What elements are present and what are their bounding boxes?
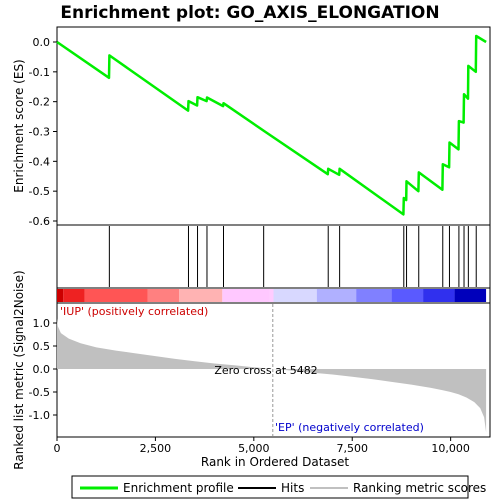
es-y-tick-label: -0.3 (29, 126, 50, 139)
color-bar-cell (423, 289, 455, 302)
zero-cross-annotation: Zero cross at 5482 (214, 364, 317, 377)
metric-y-tick-label: -0.5 (29, 386, 50, 399)
color-bar-cell (222, 289, 270, 302)
color-bar-cell (179, 289, 223, 302)
metric-y-tick-label: -1.0 (29, 409, 50, 422)
x-axis-label: Rank in Ordered Dataset (201, 455, 349, 469)
legend: Enrichment profile Hits Ranking metric s… (71, 475, 486, 499)
color-bar-cell (356, 289, 392, 302)
ranked-metric-panel: Zero cross at 5482 'IUP' (positively cor… (12, 270, 491, 470)
x-tick-label: 0 (54, 442, 61, 455)
color-bar-cell (63, 289, 85, 302)
color-bar-cell (273, 289, 317, 302)
es-y-tick-label: -0.5 (29, 185, 50, 198)
es-y-tick-label: 0.0 (33, 36, 51, 49)
es-y-tick-label: -0.2 (29, 96, 50, 109)
x-tick-label: 10,000 (431, 442, 470, 455)
positive-correlation-annotation: 'IUP' (positively correlated) (60, 305, 208, 318)
hits-panel (56, 224, 491, 289)
color-bar-cell (57, 289, 64, 302)
color-bar-cell (316, 289, 357, 302)
color-bar-cell (147, 289, 180, 302)
metric-y-tick-label: 1.0 (33, 317, 51, 330)
es-y-axis-label: Enrichment score (ES) (12, 59, 26, 192)
metric-y-axis-label: Ranked list metric (Signal2Noise) (12, 270, 26, 469)
legend-label-hits: Hits (281, 481, 304, 495)
es-y-tick-label: -0.1 (29, 66, 50, 79)
metric-y-tick-label: 0.0 (33, 363, 51, 376)
legend-label-ranking: Ranking metric scores (353, 481, 486, 495)
color-bar-cell (269, 289, 274, 302)
x-tick-label: 5,000 (238, 442, 270, 455)
ranking-color-bar (56, 287, 491, 304)
ranking-metric-area (57, 318, 487, 433)
x-tick-label: 7,500 (336, 442, 368, 455)
color-bar-cell (84, 289, 148, 302)
color-bar-cell (454, 289, 487, 302)
enrichment-score-panel: 0.0 -0.1 -0.2 -0.3 -0.4 -0.5 -0.6 Enrichment s… (12, 26, 491, 228)
x-tick-label: 2,500 (140, 442, 172, 455)
legend-label-enrichment: Enrichment profile (123, 481, 234, 495)
color-bar-cell (391, 289, 424, 302)
negative-correlation-annotation: 'EP' (negatively correlated) (275, 421, 424, 434)
metric-y-tick-label: 0.5 (33, 340, 51, 353)
chart-title: Enrichment plot: GO_AXIS_ELONGATION (60, 3, 439, 23)
es-y-tick-label: -0.4 (29, 155, 50, 168)
enrichment-profile-line (56, 34, 487, 216)
es-y-tick-label: -0.6 (29, 215, 50, 228)
